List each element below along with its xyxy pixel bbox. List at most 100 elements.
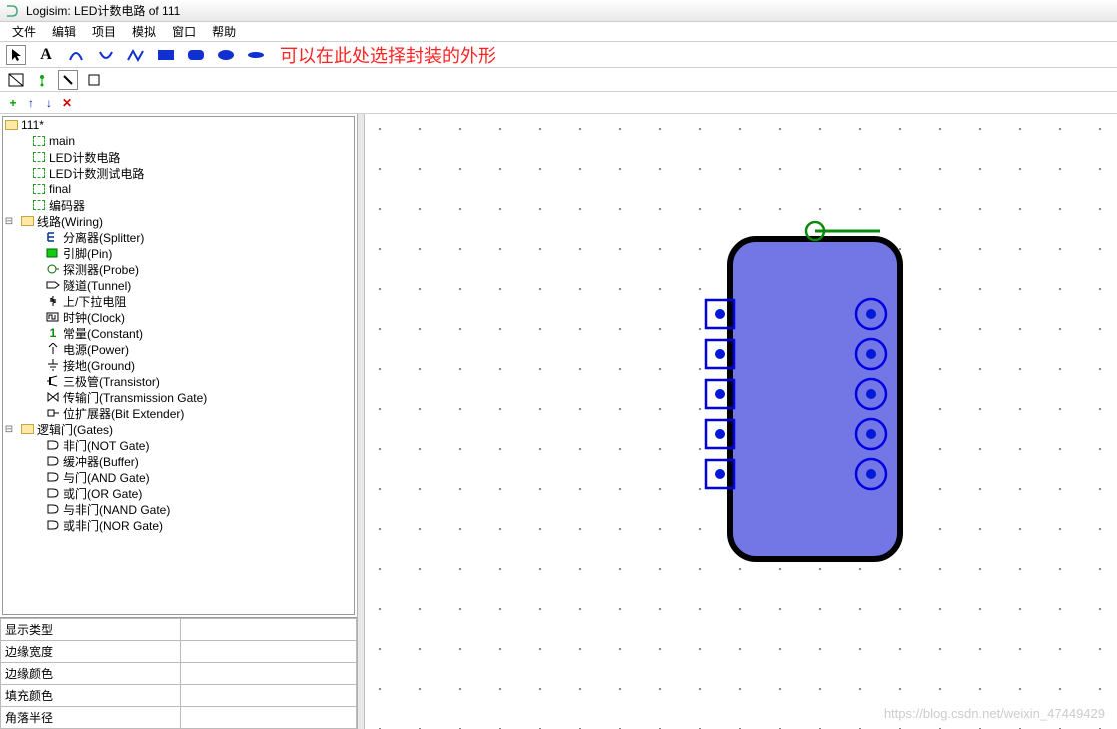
- select-tool-icon[interactable]: [6, 45, 26, 65]
- pin-dot-icon: [866, 309, 876, 319]
- tree-item[interactable]: 与门(AND Gate): [3, 469, 354, 485]
- rect-tool-icon[interactable]: [156, 45, 176, 65]
- pin-dot-icon: [715, 349, 725, 359]
- tree-root-label: 111*: [21, 118, 44, 132]
- prop-value[interactable]: [181, 685, 357, 707]
- edit-move-icon[interactable]: [58, 70, 78, 90]
- collapse-icon[interactable]: ⊟: [3, 424, 15, 435]
- tree-gates[interactable]: ⊟ 逻辑门(Gates): [3, 421, 354, 437]
- main-area: 111* mainLED计数电路LED计数测试电路final编码器 ⊟ 线路(W…: [0, 114, 1117, 729]
- ground-icon: [45, 358, 61, 372]
- tree-item[interactable]: 三极管(Transistor): [3, 373, 354, 389]
- menu-edit[interactable]: 编辑: [46, 21, 82, 42]
- tree-item[interactable]: 位扩展器(Bit Extender): [3, 405, 354, 421]
- tree-item[interactable]: 分离器(Splitter): [3, 229, 354, 245]
- property-row[interactable]: 边缘宽度: [1, 641, 357, 663]
- menu-window[interactable]: 窗口: [166, 21, 202, 42]
- edit-toolbar: [0, 68, 1117, 92]
- item-label: 非门(NOT Gate): [63, 437, 149, 454]
- tree-circuit[interactable]: 编码器: [3, 197, 354, 213]
- gate-icon: [45, 502, 61, 516]
- menu-project[interactable]: 项目: [86, 21, 122, 42]
- chip-body[interactable]: [730, 239, 900, 559]
- tree-item[interactable]: 或门(OR Gate): [3, 485, 354, 501]
- up-icon[interactable]: ↑: [24, 96, 38, 110]
- property-row[interactable]: 填充颜色: [1, 685, 357, 707]
- gate-icon: [45, 518, 61, 532]
- gate-icon: [45, 486, 61, 500]
- prop-name: 边缘宽度: [1, 641, 181, 663]
- down-icon[interactable]: ↓: [42, 96, 56, 110]
- tree-circuit[interactable]: main: [3, 133, 354, 149]
- curve-tool-icon[interactable]: [66, 45, 86, 65]
- polyline-tool-icon[interactable]: [126, 45, 146, 65]
- item-label: 引脚(Pin): [63, 245, 112, 262]
- prop-value[interactable]: [181, 619, 357, 641]
- tree-item[interactable]: 非门(NOT Gate): [3, 437, 354, 453]
- add-icon[interactable]: +: [6, 96, 20, 110]
- property-row[interactable]: 显示类型: [1, 619, 357, 641]
- item-label: 位扩展器(Bit Extender): [63, 405, 184, 422]
- item-label: 分离器(Splitter): [63, 229, 144, 246]
- tree-item[interactable]: 时钟(Clock): [3, 309, 354, 325]
- delete-icon[interactable]: ✕: [60, 96, 74, 110]
- splitter[interactable]: [358, 114, 365, 729]
- tree-item[interactable]: 隧道(Tunnel): [3, 277, 354, 293]
- extender-icon: [45, 406, 61, 420]
- pin-dot-icon: [715, 429, 725, 439]
- tree-item[interactable]: 与非门(NAND Gate): [3, 501, 354, 517]
- tree-item[interactable]: 探测器(Probe): [3, 261, 354, 277]
- roundrect-tool-icon[interactable]: [186, 45, 206, 65]
- text-tool-icon[interactable]: A: [36, 45, 56, 65]
- oval-tool-icon[interactable]: [216, 45, 236, 65]
- tree-item[interactable]: 引脚(Pin): [3, 245, 354, 261]
- circuit-label: final: [49, 182, 71, 196]
- gate-icon: [45, 454, 61, 468]
- item-label: 探测器(Probe): [63, 261, 139, 278]
- polygon-tool-icon[interactable]: [246, 45, 266, 65]
- wiring-label: 线路(Wiring): [37, 213, 103, 230]
- collapse-icon[interactable]: ⊟: [3, 216, 15, 227]
- tree-item[interactable]: 上/下拉电阻: [3, 293, 354, 309]
- tree-item[interactable]: 传输门(Transmission Gate): [3, 389, 354, 405]
- tree-circuit[interactable]: LED计数测试电路: [3, 165, 354, 181]
- menu-help[interactable]: 帮助: [206, 21, 242, 42]
- tree-item[interactable]: 电源(Power): [3, 341, 354, 357]
- prop-value[interactable]: [181, 641, 357, 663]
- arc-tool-icon[interactable]: [96, 45, 116, 65]
- tree-item[interactable]: 缓冲器(Buffer): [3, 453, 354, 469]
- edit-box-icon[interactable]: [84, 70, 104, 90]
- explorer-tree[interactable]: 111* mainLED计数电路LED计数测试电路final编码器 ⊟ 线路(W…: [2, 116, 355, 615]
- canvas[interactable]: https://blog.csdn.net/weixin_47449429: [365, 114, 1117, 729]
- constant-icon: 1: [45, 326, 61, 340]
- item-label: 与非门(NAND Gate): [63, 501, 170, 518]
- tree-item[interactable]: 1常量(Constant): [3, 325, 354, 341]
- prop-name: 角落半径: [1, 707, 181, 729]
- menu-file[interactable]: 文件: [6, 21, 42, 42]
- pin-dot-icon: [866, 349, 876, 359]
- property-row[interactable]: 角落半径: [1, 707, 357, 729]
- transistor-icon: [45, 374, 61, 388]
- tree-circuit[interactable]: final: [3, 181, 354, 197]
- menu-bar: 文件 编辑 项目 模拟 窗口 帮助: [0, 22, 1117, 42]
- tree-wiring[interactable]: ⊟ 线路(Wiring): [3, 213, 354, 229]
- pin-dot-icon: [715, 469, 725, 479]
- edit-pin-icon[interactable]: [32, 70, 52, 90]
- menu-simulate[interactable]: 模拟: [126, 21, 162, 42]
- tree-root[interactable]: 111*: [3, 117, 354, 133]
- circuit-icon: [31, 134, 47, 148]
- prop-name: 边缘颜色: [1, 663, 181, 685]
- chip-appearance[interactable]: [700, 219, 920, 579]
- prop-value[interactable]: [181, 707, 357, 729]
- tree-circuit[interactable]: LED计数电路: [3, 149, 354, 165]
- tree-item[interactable]: 或非门(NOR Gate): [3, 517, 354, 533]
- item-label: 传输门(Transmission Gate): [63, 389, 207, 406]
- pin-dot-icon: [866, 389, 876, 399]
- prop-value[interactable]: [181, 663, 357, 685]
- property-row[interactable]: 边缘颜色: [1, 663, 357, 685]
- pin-dot-icon: [866, 429, 876, 439]
- edit-rect-icon[interactable]: [6, 70, 26, 90]
- pin-icon: [45, 246, 61, 260]
- tree-item[interactable]: 接地(Ground): [3, 357, 354, 373]
- probe-icon: [45, 262, 61, 276]
